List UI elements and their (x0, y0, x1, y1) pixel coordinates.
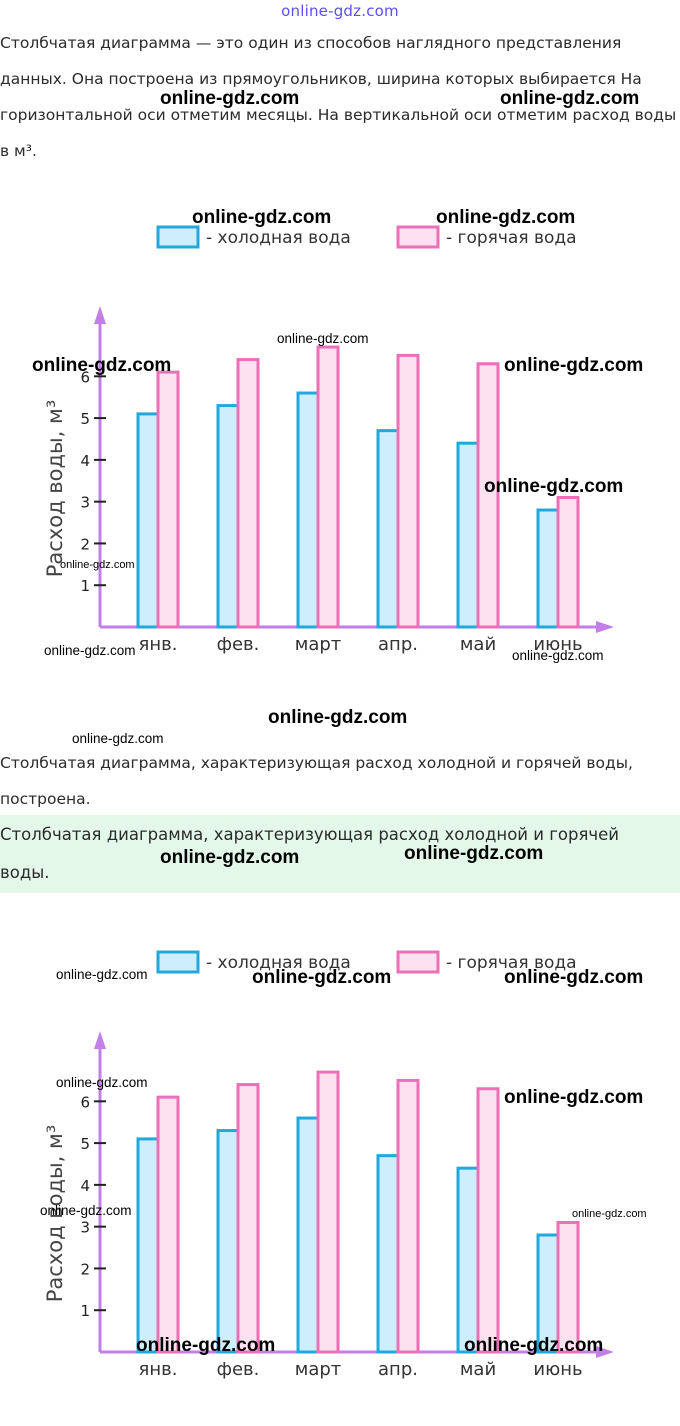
x-tick-label: фев. (217, 1359, 260, 1380)
x-tick-label: июнь (533, 634, 582, 655)
legend-swatch-hot (396, 950, 440, 974)
answer-text: Столбчатая диаграмма, характеризующая ра… (0, 825, 620, 882)
bar-hot (476, 362, 500, 629)
bar-cold (376, 429, 400, 629)
x-tick-label: фев. (217, 634, 260, 655)
x-tick-label: апр. (378, 1359, 418, 1380)
legend-swatch-hot (396, 225, 440, 249)
bar-hot (396, 353, 420, 629)
bar-cold (456, 1166, 480, 1354)
legend-swatch-cold (156, 225, 200, 249)
bar-hot (316, 1070, 340, 1354)
bar-cold (536, 1233, 560, 1354)
water-usage-chart-1: - холодная вода - горячая вода 1 2 3 4 5 6 Расхо… (43, 225, 614, 655)
x-tick-label: март (295, 634, 342, 655)
bar-cold (536, 508, 560, 629)
y-tick-label: 6 (80, 368, 90, 386)
y-tick-label: 1 (80, 577, 90, 595)
y-axis-arrow (94, 306, 106, 324)
x-tick-label: май (460, 634, 496, 655)
bar-hot (236, 358, 260, 629)
bar-hot (396, 1078, 420, 1354)
y-tick-label: 2 (80, 535, 90, 553)
site-logo[interactable]: online-gdz.com (281, 2, 399, 20)
watermark: online-gdz.com (72, 731, 164, 746)
x-tick-label: апр. (378, 634, 418, 655)
y-axis-arrow (94, 1031, 106, 1049)
y-axis-label: Расход воды, м³ (43, 1125, 67, 1303)
bar-hot (156, 370, 180, 629)
y-tick-label: 1 (80, 1302, 90, 1320)
y-tick-label: 3 (80, 494, 90, 512)
y-axis-label: Расход воды, м³ (43, 400, 67, 578)
bar-cold (136, 1137, 160, 1354)
bar-cold (136, 412, 160, 629)
legend-label-cold: - холодная вода (206, 228, 351, 248)
bar-cold (296, 391, 320, 629)
legend-label-cold: - холодная вода (206, 953, 351, 973)
bar-hot (476, 1087, 500, 1354)
x-tick-label: янв. (139, 634, 178, 655)
x-tick-label: март (295, 1359, 342, 1380)
result-paragraph: Столбчатая диаграмма, характеризующая ра… (0, 754, 633, 808)
water-usage-chart-2: - холодная вода - горячая вода 1 2 3 4 5 6 Расхо… (43, 950, 614, 1380)
bar-hot (236, 1083, 260, 1354)
bar-cold (296, 1116, 320, 1354)
y-tick-label: 5 (80, 1135, 90, 1153)
x-axis-arrow (596, 1346, 614, 1358)
bar-hot (316, 345, 340, 629)
bar-hot (556, 495, 580, 629)
legend-label-hot: - горячая вода (446, 953, 577, 973)
bar-hot (556, 1220, 580, 1354)
y-tick-label: 2 (80, 1260, 90, 1278)
bar-cold (216, 1129, 240, 1354)
x-tick-label: май (460, 1359, 496, 1380)
y-tick-label: 6 (80, 1093, 90, 1111)
watermark: online-gdz.com (268, 707, 408, 728)
x-tick-label: янв. (139, 1359, 178, 1380)
bar-hot (156, 1095, 180, 1354)
intro-paragraph: Столбчатая диаграмма — это один из спосо… (0, 34, 677, 160)
y-tick-label: 4 (80, 1177, 90, 1195)
y-tick-label: 4 (80, 452, 90, 470)
y-tick-label: 3 (80, 1219, 90, 1237)
x-axis-arrow (596, 621, 614, 633)
bar-cold (376, 1154, 400, 1354)
x-tick-label: июнь (533, 1359, 582, 1380)
legend-label-hot: - горячая вода (446, 228, 577, 248)
y-tick-label: 5 (80, 410, 90, 428)
bar-cold (456, 441, 480, 629)
legend-swatch-cold (156, 950, 200, 974)
bar-cold (216, 404, 240, 629)
answer-box (0, 815, 680, 893)
